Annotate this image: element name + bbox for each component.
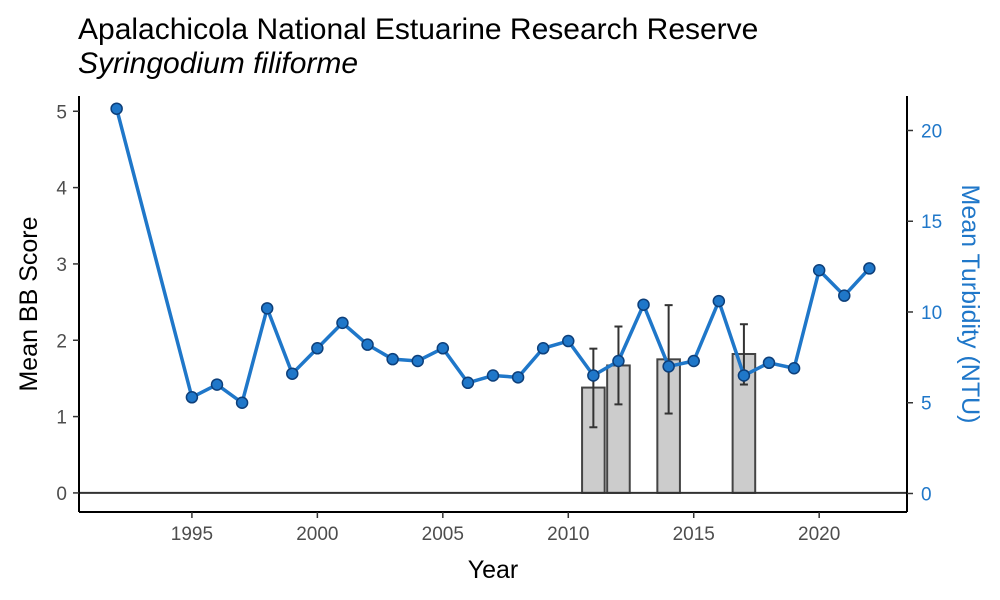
x-tick-label-2020: 2020 [798, 524, 840, 545]
x-axis-ticks: 1995 2000 2005 2010 2015 2020 [171, 512, 840, 545]
turbidity-point-2005 [436, 342, 450, 355]
turbidity-point-1997 [235, 396, 249, 409]
turbidity-point-2014 [662, 360, 675, 373]
right-axis-ticks: 0 5 10 15 20 [907, 121, 942, 505]
turbidity-point-1995 [185, 391, 199, 404]
turbidity-point-2020 [812, 263, 826, 277]
turbidity-line [114, 108, 871, 405]
turbidity-point-1999 [286, 367, 299, 380]
chart-title: Apalachicola National Estuarine Research… [78, 13, 758, 46]
turbidity-point-2002 [361, 338, 374, 351]
turbidity-point-2012 [612, 354, 625, 368]
bars-layer [581, 352, 757, 494]
turbidity-point-2022 [863, 262, 876, 275]
x-tick-label-2010: 2010 [547, 524, 589, 545]
turbidity-point-2021 [838, 289, 851, 302]
y2-tick-label-5: 5 [921, 394, 932, 415]
axes-layer [78, 96, 908, 513]
turbidity-points-layer [110, 102, 876, 409]
x-tick-label-2015: 2015 [673, 524, 715, 545]
turbidity-point-2017 [737, 369, 751, 382]
turbidity-point-2006 [461, 376, 475, 390]
y-tick-label-1: 1 [56, 408, 67, 429]
turbidity-point-1996 [210, 378, 224, 391]
y-tick-label-0: 0 [56, 484, 67, 505]
turbidity-point-1992 [110, 102, 123, 115]
turbidity-point-2001 [336, 316, 349, 330]
x-tick-label-2005: 2005 [422, 524, 464, 545]
y2-tick-label-10: 10 [921, 303, 942, 324]
turbidity-point-2004 [411, 354, 424, 368]
chart-subtitle: Syringodium filiforme [78, 47, 358, 80]
turbidity-point-2007 [486, 369, 500, 382]
turbidity-point-1998 [260, 302, 274, 315]
y-tick-label-2: 2 [56, 331, 67, 352]
x-tick-label-1995: 1995 [171, 524, 213, 545]
x-axis-title: Year [468, 556, 519, 584]
y-tick-label-5: 5 [56, 102, 67, 123]
y-tick-label-4: 4 [56, 179, 67, 200]
turbidity-point-2013 [637, 298, 650, 311]
turbidity-point-2010 [562, 334, 575, 348]
x-tick-label-2000: 2000 [296, 524, 338, 545]
y-tick-label-3: 3 [56, 255, 67, 276]
turbidity-point-2003 [386, 352, 399, 366]
turbidity-point-2011 [587, 369, 600, 382]
turbidity-point-2008 [511, 371, 525, 384]
y2-tick-label-0: 0 [921, 484, 932, 505]
y-axis-title: Mean BB Score [15, 216, 43, 391]
turbidity-line-layer [114, 108, 871, 405]
y2-axis-title: Mean Turbidity (NTU) [956, 185, 984, 424]
turbidity-point-2019 [787, 362, 801, 375]
y2-tick-label-20: 20 [921, 121, 942, 142]
turbidity-point-2000 [311, 342, 324, 355]
y2-tick-label-15: 15 [921, 212, 942, 233]
turbidity-point-2016 [712, 294, 726, 308]
turbidity-point-2018 [762, 356, 776, 370]
turbidity-point-2015 [687, 354, 700, 368]
left-axis-ticks: 0 1 2 3 4 5 [56, 102, 79, 505]
turbidity-point-2009 [536, 342, 550, 355]
